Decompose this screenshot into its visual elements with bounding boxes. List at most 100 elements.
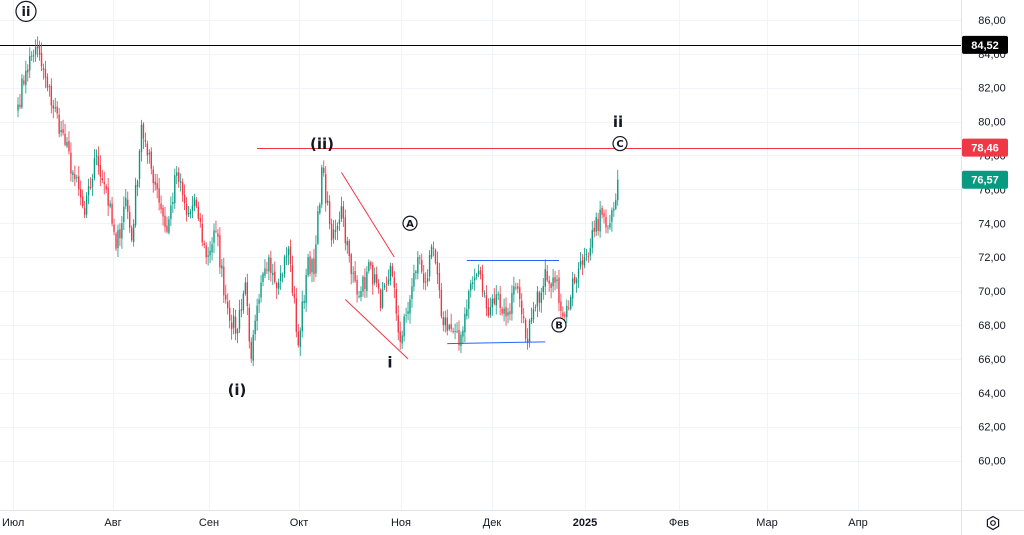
candle <box>383 283 386 291</box>
wave-label-ii: ii <box>613 113 623 131</box>
candle <box>44 60 47 89</box>
candle <box>21 74 23 109</box>
y-tick-label: 60,00 <box>978 456 1006 468</box>
candle <box>493 288 495 306</box>
candle <box>66 136 68 148</box>
candle <box>142 122 145 150</box>
candle <box>375 266 378 288</box>
candle <box>462 326 464 345</box>
candle <box>176 166 178 185</box>
candle <box>295 287 298 338</box>
candle <box>415 269 417 280</box>
settings-gear-icon[interactable] <box>982 512 1004 534</box>
wedge-upper-line[interactable] <box>340 172 395 258</box>
candle <box>223 257 225 303</box>
candle <box>285 247 288 265</box>
candle <box>105 183 107 194</box>
y-tick-label: 66,00 <box>978 354 1006 366</box>
candle <box>179 173 182 192</box>
wave-label-B-circled: B <box>551 317 567 333</box>
time-axis[interactable]: Июл Авг Сен Окт Ноя Дек 2025 Фев Мар Апр <box>2 517 868 529</box>
candle <box>113 218 115 236</box>
candle <box>485 285 488 317</box>
candle <box>354 261 356 283</box>
candle <box>391 263 394 278</box>
x-tick-label: Сен <box>199 517 219 529</box>
candle <box>521 293 523 324</box>
svg-text:C: C <box>616 139 623 150</box>
price-badges: 84,52 78,46 76,57 <box>962 35 1008 189</box>
candle <box>17 97 19 118</box>
x-tick-label: Апр <box>848 517 867 529</box>
y-tick-label: 62,00 <box>978 422 1006 434</box>
candle <box>111 197 113 227</box>
candle <box>522 308 525 324</box>
candle <box>346 236 348 254</box>
candle <box>227 293 229 315</box>
candle <box>132 219 135 247</box>
y-tick-label: 80,00 <box>978 117 1006 129</box>
candle <box>434 248 437 265</box>
candle <box>187 206 190 218</box>
candle <box>585 248 588 262</box>
candle <box>360 286 362 302</box>
svg-text:ii: ii <box>22 5 31 20</box>
svg-text:84,52: 84,52 <box>971 40 999 52</box>
candle <box>515 282 517 291</box>
candle <box>193 193 196 212</box>
candle <box>140 119 143 162</box>
candle <box>215 220 217 234</box>
candles <box>17 36 619 367</box>
candle <box>534 304 537 312</box>
candle <box>358 291 360 299</box>
candle <box>164 206 166 233</box>
candle <box>276 281 278 299</box>
candle <box>550 282 552 299</box>
candle <box>56 101 58 119</box>
candle <box>491 294 494 316</box>
candle <box>473 268 476 291</box>
candle <box>260 275 262 303</box>
candle <box>81 189 84 209</box>
candle <box>613 201 615 217</box>
candle <box>209 241 211 264</box>
candle <box>481 264 484 298</box>
candle <box>321 164 323 208</box>
candle <box>421 253 423 274</box>
candle <box>130 225 133 243</box>
candle <box>156 174 158 199</box>
candle <box>221 259 223 278</box>
candle <box>234 309 237 341</box>
candle <box>568 300 570 311</box>
candle <box>89 177 92 190</box>
candle <box>93 149 96 181</box>
candle <box>46 73 49 92</box>
candle <box>64 123 66 147</box>
price-axis[interactable]: 60,00 62,00 64,00 66,00 68,00 70,00 72,00 74,00… <box>978 0 1006 468</box>
range-lower-line[interactable] <box>447 341 546 345</box>
candle <box>172 192 174 213</box>
candle <box>336 222 339 241</box>
candle <box>607 225 609 234</box>
y-tick-label: 86,00 <box>978 15 1006 27</box>
x-tick-label: Фев <box>669 517 689 529</box>
candle <box>479 266 482 280</box>
candle <box>254 314 256 341</box>
price-badge: 76,57 <box>962 170 1008 189</box>
candle <box>127 191 129 220</box>
candle <box>31 51 33 61</box>
candle <box>268 254 270 280</box>
candle <box>170 196 172 227</box>
wedge-lower-line[interactable] <box>344 299 409 360</box>
candle <box>109 200 111 209</box>
y-tick-label: 74,00 <box>978 218 1006 230</box>
candle <box>262 271 264 287</box>
trend-lines[interactable] <box>340 172 559 360</box>
candle <box>334 219 337 241</box>
candle <box>162 204 164 226</box>
candle <box>470 279 472 298</box>
candle <box>301 290 303 338</box>
candle <box>379 288 382 312</box>
candle <box>274 261 276 284</box>
